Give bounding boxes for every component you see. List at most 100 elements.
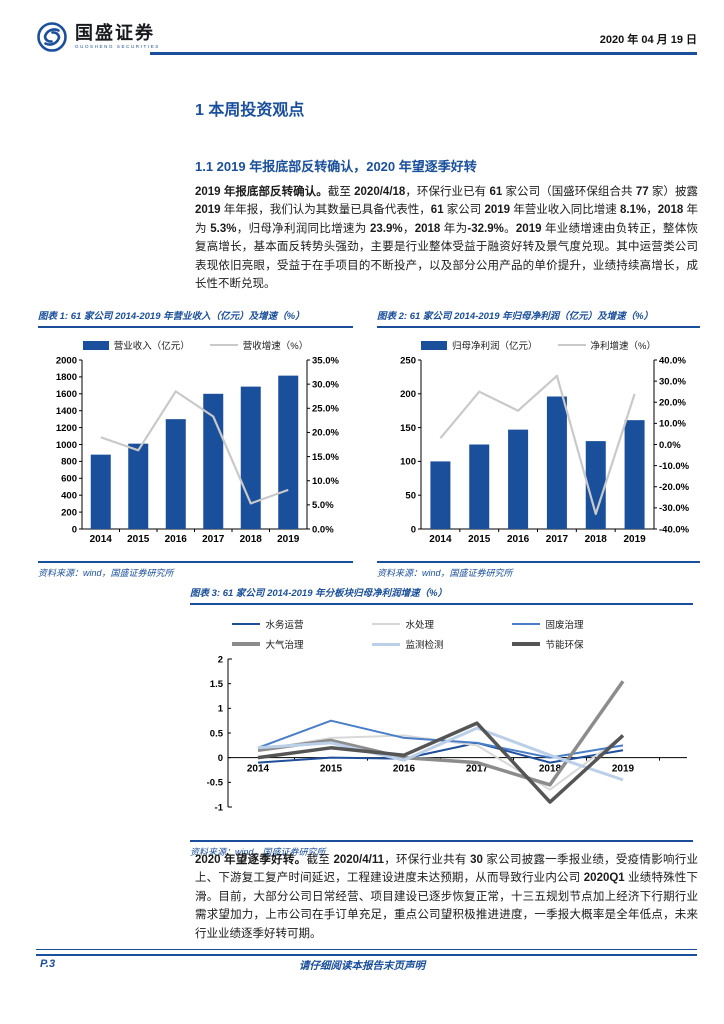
legend-item: 水务运营 [231, 617, 372, 631]
svg-text:-20.0%: -20.0% [659, 482, 690, 493]
chart-canvas: 0 50 100 150 200 250 -40.0% -30.0% -20.0% -10.0% 0… [400, 355, 690, 545]
legend-item: 节能环保 [511, 637, 652, 651]
legend-swatch [371, 642, 400, 646]
svg-text:30.0%: 30.0% [312, 379, 339, 390]
svg-text:2015: 2015 [320, 764, 343, 775]
svg-text:-1: -1 [215, 802, 224, 813]
section-title: 1 本周投资观点 [195, 102, 305, 119]
paragraph-2: 2020 年望逐季好转。截至 2020/4/11，环保行业共有 30 家公司披露… [195, 851, 698, 943]
legend-label: 水处理 [405, 620, 435, 631]
svg-text:2015: 2015 [127, 534, 150, 545]
svg-text:1600: 1600 [56, 389, 77, 400]
svg-text:25.0%: 25.0% [312, 404, 339, 415]
svg-text:2014: 2014 [247, 764, 270, 775]
svg-text:250: 250 [400, 355, 416, 366]
svg-text:0.5: 0.5 [210, 728, 224, 739]
figure-1: 图表 1: 61 家公司 2014-2019 年营业收入（亿元）及增速（%） 营… [38, 308, 353, 579]
figure-2-legend: 归母净利润（亿元） 净利增速（%） [377, 338, 700, 352]
svg-text:2014: 2014 [429, 534, 452, 545]
svg-text:1400: 1400 [56, 406, 77, 417]
legend-swatch [231, 642, 260, 646]
legend-item: 监测检测 [371, 637, 512, 651]
figure-3-caption: 图表 3: 61 家公司 2014-2019 年分板块归母净利润增速（%） [190, 585, 693, 605]
svg-text:200: 200 [61, 507, 77, 518]
paragraph-1-body: 截至 2020/4/18，环保行业已有 61 家公司（国盛环保组合共 77 家）… [195, 186, 699, 290]
svg-text:0.0%: 0.0% [659, 440, 681, 451]
legend-label: 归母净利润（亿元） [452, 341, 538, 352]
svg-text:2019: 2019 [612, 764, 635, 775]
svg-text:0: 0 [72, 524, 77, 535]
svg-text:2: 2 [218, 654, 223, 665]
svg-text:1000: 1000 [56, 440, 77, 451]
svg-text:200: 200 [400, 389, 416, 400]
svg-text:50: 50 [405, 491, 416, 502]
svg-text:5.0%: 5.0% [312, 500, 334, 511]
svg-text:2017: 2017 [546, 534, 569, 545]
svg-text:2017: 2017 [466, 764, 489, 775]
figure-2-caption: 图表 2: 61 家公司 2014-2019 年归母净利润（亿元）及增速（%） [377, 308, 700, 328]
legend-item: 大气治理 [231, 637, 372, 651]
figure-2-source: 资料来源：wind，国盛证券研究所 [377, 561, 700, 579]
svg-text:1800: 1800 [56, 372, 77, 383]
figure-row: 图表 1: 61 家公司 2014-2019 年营业收入（亿元）及增速（%） 营… [38, 308, 700, 579]
brand-subtitle: GUOSHENG SECURITIES [75, 44, 160, 50]
svg-text:-40.0%: -40.0% [659, 524, 690, 535]
figure-3-chart: -1 -0.5 0 0.5 1 1.5 2 2014 2015 2016 2017 2018 2019 [190, 653, 693, 838]
footer-page-number: P.3 [40, 958, 56, 970]
figure-3-source: 资料来源：wind，国盛证券研究所 [190, 840, 693, 858]
legend-label: 监测检测 [405, 640, 444, 651]
legend-swatch [231, 623, 260, 625]
svg-text:0: 0 [218, 753, 223, 764]
svg-text:0.0%: 0.0% [312, 524, 334, 535]
svg-text:2014: 2014 [90, 534, 113, 545]
svg-text:-30.0%: -30.0% [659, 503, 690, 514]
svg-text:1.5: 1.5 [210, 679, 224, 690]
svg-text:2015: 2015 [468, 534, 491, 545]
figure-1-caption: 图表 1: 61 家公司 2014-2019 年营业收入（亿元）及增速（%） [38, 308, 353, 328]
legend-label: 大气治理 [265, 640, 304, 651]
legend-label: 净利增速（%） [590, 341, 656, 352]
figure-3-legend: 水务运营 水处理 固废治理大气治理 监测检测 节能环保 [190, 617, 693, 651]
svg-text:2019: 2019 [277, 534, 300, 545]
svg-text:40.0%: 40.0% [659, 355, 686, 366]
svg-text:20.0%: 20.0% [659, 398, 686, 409]
svg-text:2016: 2016 [165, 534, 188, 545]
subsection-title: 1.1 2019 年报底部反转确认，2020 年望逐季好转 [195, 159, 477, 174]
paragraph-2-body: 截至 2020/4/11，环保行业共有 30 家公司披露一季报业绩，受疫情影响行… [195, 854, 699, 940]
report-date: 2020 年 04 月 19 日 [599, 34, 697, 46]
svg-text:0: 0 [411, 524, 416, 535]
svg-text:2018: 2018 [240, 534, 263, 545]
svg-text:2016: 2016 [393, 764, 416, 775]
legend-swatch [371, 623, 400, 625]
svg-text:20.0%: 20.0% [312, 428, 339, 439]
guosheng-logo-icon [37, 22, 67, 52]
paragraph-1-lead: 2019 年报底部反转确认。 [195, 186, 328, 198]
legend-label: 水务运营 [265, 620, 304, 631]
svg-text:2019: 2019 [623, 534, 646, 545]
chart-canvas: -1 -0.5 0 0.5 1 1.5 2 2014 2015 2016 2017 2018 2019 [207, 654, 687, 813]
legend-label: 营业收入（亿元） [113, 341, 190, 352]
legend-label: 固废治理 [545, 620, 584, 631]
legend-item: 固废治理 [511, 617, 652, 631]
legend-swatch [209, 343, 238, 347]
svg-text:2018: 2018 [585, 534, 608, 545]
legend-swatch [557, 343, 586, 347]
footer-rule [36, 949, 697, 956]
brand-text-block: 国盛证券 GUOSHENG SECURITIES [75, 24, 160, 50]
svg-text:100: 100 [400, 457, 416, 468]
svg-text:800: 800 [61, 457, 77, 468]
header-logo: 国盛证券 GUOSHENG SECURITIES [36, 21, 160, 53]
legend-item: 净利增速（%） [557, 338, 656, 352]
svg-text:-0.5: -0.5 [207, 778, 224, 789]
svg-text:2000: 2000 [56, 355, 77, 366]
legend-item: 营业收入（亿元） [82, 338, 190, 352]
legend-item: 水处理 [371, 617, 512, 631]
legend-swatch [421, 340, 448, 350]
figure-2: 图表 2: 61 家公司 2014-2019 年归母净利润（亿元）及增速（%） … [377, 308, 700, 579]
svg-text:15.0%: 15.0% [312, 452, 339, 463]
svg-text:1: 1 [218, 704, 224, 715]
paragraph-2-lead: 2020 年望逐季好转。 [195, 854, 307, 866]
figure-2-chart: 0 50 100 150 200 250 -40.0% -30.0% -20.0% -10.0% 0… [377, 354, 700, 559]
svg-text:2017: 2017 [202, 534, 225, 545]
svg-text:10.0%: 10.0% [659, 419, 686, 430]
